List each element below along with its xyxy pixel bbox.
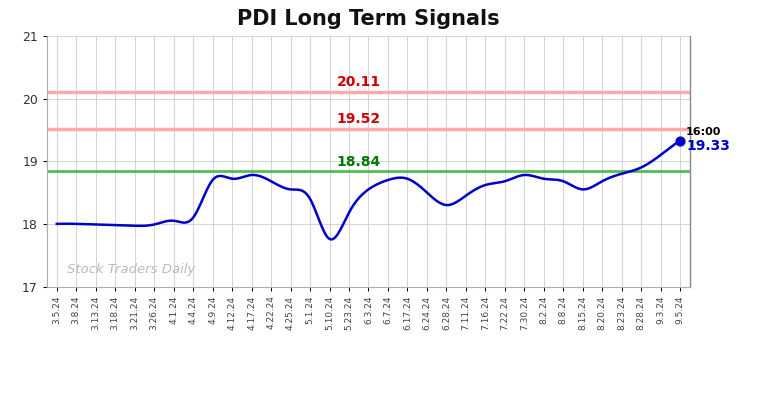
Text: 20.11: 20.11 [336, 75, 381, 89]
Text: 19.33: 19.33 [686, 139, 730, 152]
Text: 19.52: 19.52 [336, 112, 381, 126]
Text: 16:00: 16:00 [686, 127, 721, 137]
Point [674, 137, 687, 144]
Text: 18.84: 18.84 [336, 155, 381, 169]
Title: PDI Long Term Signals: PDI Long Term Signals [238, 9, 499, 29]
Text: Stock Traders Daily: Stock Traders Daily [67, 263, 194, 275]
